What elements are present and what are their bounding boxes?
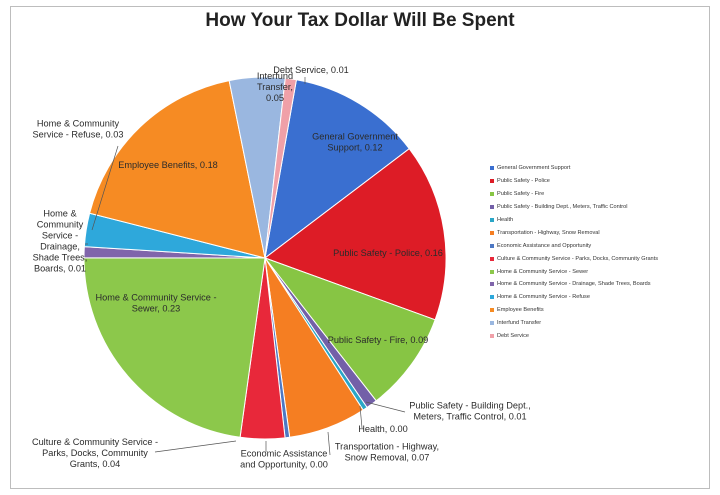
legend-item-7: Economic Assistance and Opportunity <box>490 239 715 252</box>
legend-swatch <box>490 243 494 248</box>
legend-item-12: Employee Benefits <box>490 304 715 317</box>
pie-slice-14 <box>264 77 298 259</box>
data-label-14: Debt Service, 0.01 <box>273 65 349 75</box>
pie-slice-9 <box>83 257 266 438</box>
legend: General Government Support Public Safety … <box>490 162 715 342</box>
data-label-4: Public Safety - Building Dept., Meters, T… <box>409 401 531 422</box>
legend-item-14: Debt Service <box>490 330 715 343</box>
legend-swatch <box>490 334 494 339</box>
legend-swatch <box>490 179 494 184</box>
data-labels: General Government Support, 0.12 Public Sa… <box>32 65 531 470</box>
legend-item-1: General Government Support <box>490 162 715 175</box>
data-label-3: Public Safety - Fire, 0.09 <box>328 335 429 345</box>
legend-label: Culture & Community Service - Parks, Doc… <box>497 255 659 262</box>
leader-line-11 <box>91 145 119 231</box>
legend-swatch <box>490 230 494 235</box>
leader-lines <box>85 77 406 456</box>
legend-label: Home & Community Service - Sewer <box>497 268 589 275</box>
leader-line-8 <box>154 440 237 453</box>
data-label-12: Employee Benefits, 0.18 <box>118 160 218 170</box>
data-label-2: Public Safety - Police, 0.16 <box>333 248 443 258</box>
legend-item-2: Public Safety - Police <box>490 175 715 188</box>
legend-swatch <box>490 321 494 326</box>
legend-item-5: Health <box>490 214 715 227</box>
legend-label: Public Safety - Fire <box>497 191 545 198</box>
leader-line-6 <box>327 431 331 456</box>
legend-swatch <box>490 308 494 313</box>
legend-swatch <box>490 192 494 197</box>
data-label-9: Home & Community Service -Sewer, 0.23 <box>96 293 217 314</box>
pie-slice-3 <box>263 256 436 402</box>
leader-line-4 <box>365 401 406 413</box>
legend-swatch <box>490 218 494 222</box>
chart-frame <box>10 6 710 489</box>
legend-swatch <box>490 269 494 274</box>
legend-label: Debt Service <box>497 333 530 340</box>
data-label-5: Health, 0.00 <box>358 424 408 434</box>
data-label-8: Culture & Community Service -Parks, Dock… <box>32 437 158 469</box>
legend-label: Home & Community Service - Refuse <box>497 294 590 301</box>
legend-item-9: Home & Community Service - Sewer <box>490 265 715 278</box>
legend-label: Employee Benefits <box>497 307 544 314</box>
chart-title: How Your Tax Dollar Will Be Spent <box>205 10 515 31</box>
legend-swatch <box>490 205 494 210</box>
legend-label: Transportation - Highway, Snow Removal <box>497 229 600 236</box>
legend-item-13: Interfund Transfer <box>490 317 715 330</box>
data-label-11: Home & Community Service - Refuse, 0.03 <box>33 119 124 140</box>
data-label-7: Economic Assistance and Opportunity, 0.00 <box>240 449 328 470</box>
data-label-6: Transportation - Highway, Snow Removal, 0… <box>335 442 439 463</box>
data-label-10: Home & Community Service -Drainage, Shade T… <box>33 209 88 274</box>
pie-slice-2 <box>263 147 447 321</box>
legend-swatch <box>490 256 494 261</box>
legend-label: General Government Support <box>497 165 571 172</box>
legend-item-8: Culture & Community Service - Parks, Doc… <box>490 252 715 265</box>
legend-label: Home & Community Service - Drainage, Sha… <box>497 281 651 288</box>
legend-label: Interfund Transfer <box>497 320 542 327</box>
legend-item-10: Home & Community Service - Drainage, Sha… <box>490 278 715 291</box>
legend-label: Public Safety - Building Dept., Meters, … <box>497 204 628 211</box>
legend-label: Economic Assistance and Opportunity <box>497 242 592 249</box>
legend-item-3: Public Safety - Fire <box>490 188 715 201</box>
data-label-1: General Government Support, 0.12 <box>312 132 398 153</box>
legend-swatch <box>490 282 494 287</box>
legend-swatch <box>490 295 494 300</box>
data-label-13: Interfund Transfer, 0.05 <box>257 71 293 103</box>
legend-swatch <box>490 166 494 171</box>
legend-label: Health <box>497 217 514 223</box>
legend-label: Public Safety - Police <box>497 178 550 185</box>
pie-slice-12 <box>89 79 266 259</box>
pie-slices <box>83 76 447 440</box>
legend-item-4: Public Safety - Building Dept., Meters, … <box>490 201 715 214</box>
legend-item-11: Home & Community Service - Refuse <box>490 291 715 304</box>
leader-line-5 <box>359 405 363 429</box>
legend-item-6: Transportation - Highway, Snow Removal <box>490 226 715 239</box>
